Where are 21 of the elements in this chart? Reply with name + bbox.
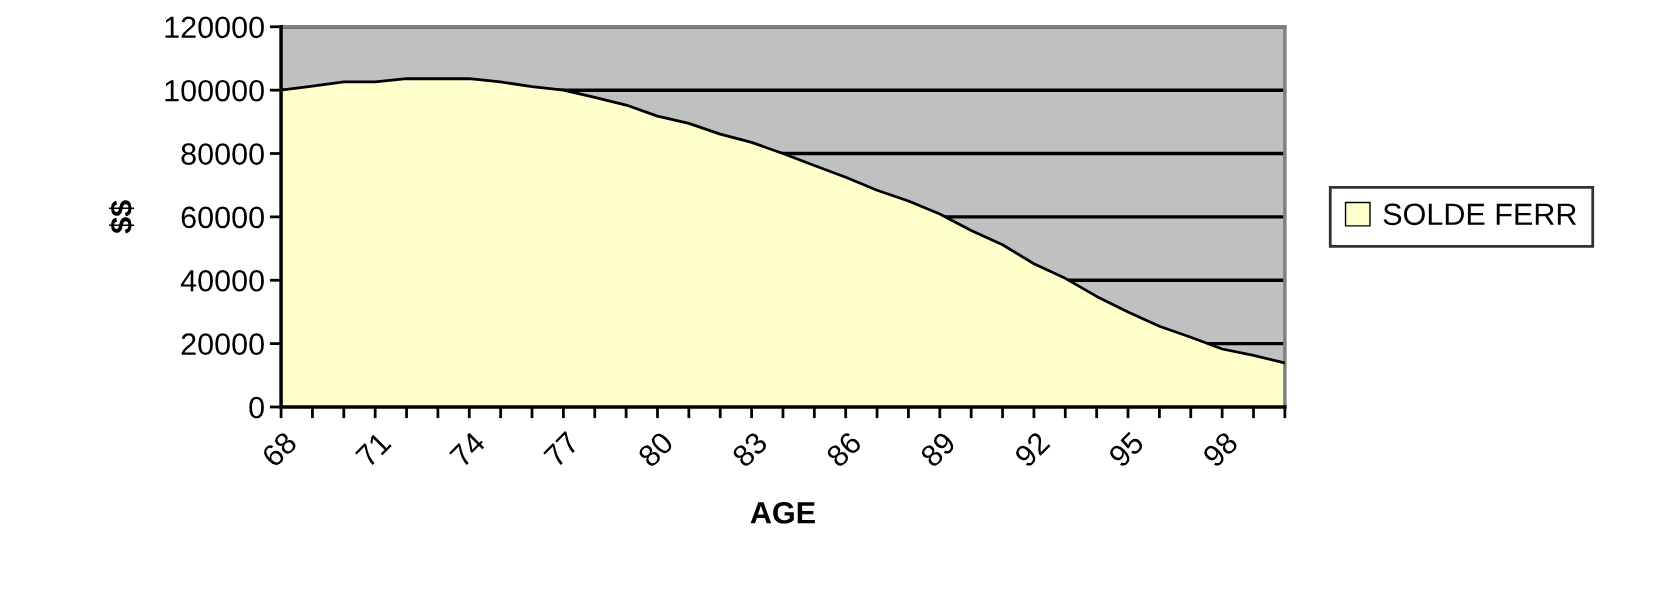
y-tick-label: 20000 bbox=[181, 333, 264, 355]
legend-label: SOLDE FERR bbox=[1383, 203, 1577, 226]
x-tick-label: 86 bbox=[825, 430, 863, 469]
x-tick-label: 74 bbox=[449, 430, 487, 468]
x-axis-title: AGE bbox=[750, 501, 815, 524]
y-tick-label: 60000 bbox=[181, 206, 264, 229]
y-tick-label: 40000 bbox=[180, 269, 264, 292]
x-tick-label: 68 bbox=[260, 430, 298, 469]
y-tick-label: 120000 bbox=[165, 16, 264, 39]
y-tick-label: 80000 bbox=[181, 143, 264, 165]
x-tick-label: 98 bbox=[1201, 430, 1239, 469]
x-tick-label: 83 bbox=[731, 430, 769, 469]
y-tick-label: 100000 bbox=[165, 79, 264, 102]
x-tick-label: 80 bbox=[636, 430, 675, 469]
x-tick-label: 89 bbox=[919, 430, 957, 469]
x-tick-label: 71 bbox=[354, 431, 392, 468]
y-tick-label: 0 bbox=[249, 396, 264, 419]
x-tick-label: 92 bbox=[1013, 430, 1051, 469]
x-tick-label: 95 bbox=[1107, 430, 1145, 469]
y-axis-title: $$ bbox=[109, 200, 135, 234]
x-tick-label: 77 bbox=[543, 431, 580, 468]
